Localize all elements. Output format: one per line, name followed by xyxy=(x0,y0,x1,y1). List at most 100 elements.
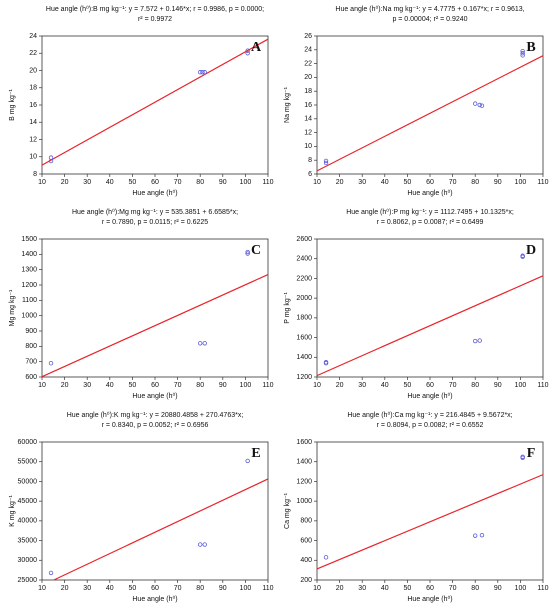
y-tick-label: 12 xyxy=(29,136,37,143)
y-tick-label: 6 xyxy=(308,171,312,178)
x-tick-label: 50 xyxy=(404,179,412,186)
y-tick-label: 800 xyxy=(300,518,312,525)
panel-letter: F xyxy=(527,446,536,461)
x-tick-label: 50 xyxy=(129,585,137,592)
x-tick-label: 10 xyxy=(313,179,321,186)
x-tick-label: 90 xyxy=(219,585,227,592)
y-tick-label: 800 xyxy=(25,343,37,350)
panel-title: p = 0.00004; r² = 0.9240 xyxy=(392,16,467,23)
x-tick-label: 110 xyxy=(262,179,273,186)
data-point xyxy=(245,458,250,464)
data-point xyxy=(479,103,485,108)
panel-title: Hue angle (h⁰):P mg kg⁻¹: y = 1112.7495 … xyxy=(346,208,514,216)
data-point xyxy=(473,338,478,344)
data-point xyxy=(323,160,329,166)
panel-letter: E xyxy=(251,446,260,461)
data-point xyxy=(202,341,207,346)
fit-line xyxy=(316,275,544,377)
y-tick-label: 14 xyxy=(304,116,312,123)
y-tick-label: 16 xyxy=(29,102,37,109)
x-tick-label: 40 xyxy=(106,179,114,186)
x-tick-label: 50 xyxy=(129,179,137,186)
x-tick-label: 10 xyxy=(313,382,321,389)
x-tick-label: 110 xyxy=(537,382,548,389)
x-tick-label: 20 xyxy=(336,179,344,186)
x-tick-label: 100 xyxy=(515,382,527,389)
y-tick-label: 45000 xyxy=(18,498,38,505)
x-tick-label: 90 xyxy=(494,382,502,389)
x-tick-label: 50 xyxy=(129,382,137,389)
plot-frame xyxy=(316,238,544,378)
y-axis-label: B mg kg⁻¹ xyxy=(9,88,16,120)
x-axis-label: Hue angle (h⁰) xyxy=(132,189,177,197)
y-tick-label: 1200 xyxy=(21,282,37,289)
panel: Hue angle (h⁰):Ca mg kg⁻¹: y = 216.4845 … xyxy=(284,411,549,603)
data-point xyxy=(520,53,525,58)
panel-letter: C xyxy=(251,243,261,258)
data-point xyxy=(245,48,250,53)
y-tick-label: 1400 xyxy=(296,354,312,361)
y-tick-label: 22 xyxy=(29,50,37,57)
data-point xyxy=(520,455,525,460)
x-tick-label: 30 xyxy=(358,585,366,592)
x-tick-label: 80 xyxy=(196,179,204,186)
y-tick-label: 1300 xyxy=(21,267,37,274)
y-tick-label: 35000 xyxy=(18,537,38,544)
panel-letter: A xyxy=(251,40,262,55)
x-axis-label: Hue angle (h⁰) xyxy=(132,392,177,400)
data-point xyxy=(323,158,329,164)
x-tick-label: 100 xyxy=(240,179,252,186)
fit-line xyxy=(316,474,544,570)
y-tick-label: 600 xyxy=(25,374,37,381)
y-tick-label: 10 xyxy=(29,154,37,161)
x-axis-label: Hue angle (h⁰) xyxy=(132,595,177,603)
y-tick-label: 24 xyxy=(304,47,312,54)
data-point xyxy=(245,249,250,255)
panel-title: r = 0.8340, p = 0.0052; r² = 0.6956 xyxy=(102,422,209,429)
fit-line xyxy=(316,55,544,172)
y-tick-label: 1600 xyxy=(296,334,312,341)
y-tick-label: 1600 xyxy=(296,439,312,446)
x-tick-label: 70 xyxy=(449,179,457,186)
y-tick-label: 1200 xyxy=(296,478,312,485)
y-tick-label: 1100 xyxy=(22,297,37,304)
y-tick-label: 40000 xyxy=(18,518,38,525)
x-tick-label: 30 xyxy=(358,382,366,389)
x-tick-label: 110 xyxy=(262,585,273,592)
y-tick-label: 600 xyxy=(300,537,312,544)
data-point xyxy=(202,70,207,75)
data-point xyxy=(520,254,525,259)
panel: Hue angle (h⁰):B mg kg⁻¹: y = 7.572 + 0.… xyxy=(9,5,274,197)
y-axis-label: K mg kg⁻¹ xyxy=(9,494,16,526)
y-tick-label: 14 xyxy=(29,119,37,126)
x-tick-label: 50 xyxy=(404,382,412,389)
panel-title: r = 0.8062, p = 0.0087; r² = 0.6499 xyxy=(377,219,484,226)
plot-frame xyxy=(41,238,269,378)
x-tick-label: 10 xyxy=(38,382,46,389)
x-tick-label: 60 xyxy=(151,179,159,186)
y-tick-label: 2200 xyxy=(296,275,312,282)
panel-letter: D xyxy=(526,243,536,258)
y-axis-label: Ca mg kg⁻¹ xyxy=(284,492,291,529)
y-tick-label: 1200 xyxy=(296,374,312,381)
panel-title: Hue angle (h⁰):B mg kg⁻¹: y = 7.572 + 0.… xyxy=(46,5,264,13)
y-tick-label: 50000 xyxy=(18,478,38,485)
y-tick-label: 1400 xyxy=(21,251,37,258)
y-tick-label: 20 xyxy=(29,67,37,74)
y-tick-label: 24 xyxy=(29,33,37,40)
y-tick-label: 30000 xyxy=(18,557,38,564)
x-tick-label: 10 xyxy=(313,585,321,592)
data-point xyxy=(202,542,207,547)
x-tick-label: 80 xyxy=(196,382,204,389)
x-tick-label: 100 xyxy=(515,179,527,186)
fit-line xyxy=(41,38,269,166)
x-tick-label: 40 xyxy=(106,382,114,389)
y-tick-label: 26 xyxy=(304,33,312,40)
x-tick-label: 20 xyxy=(336,585,344,592)
x-tick-label: 110 xyxy=(537,585,548,592)
panel-title: r = 0.8094, p = 0.0082; r² = 0.6552 xyxy=(377,422,484,429)
x-tick-label: 40 xyxy=(381,382,389,389)
x-tick-label: 20 xyxy=(61,179,69,186)
x-tick-label: 60 xyxy=(426,179,434,186)
